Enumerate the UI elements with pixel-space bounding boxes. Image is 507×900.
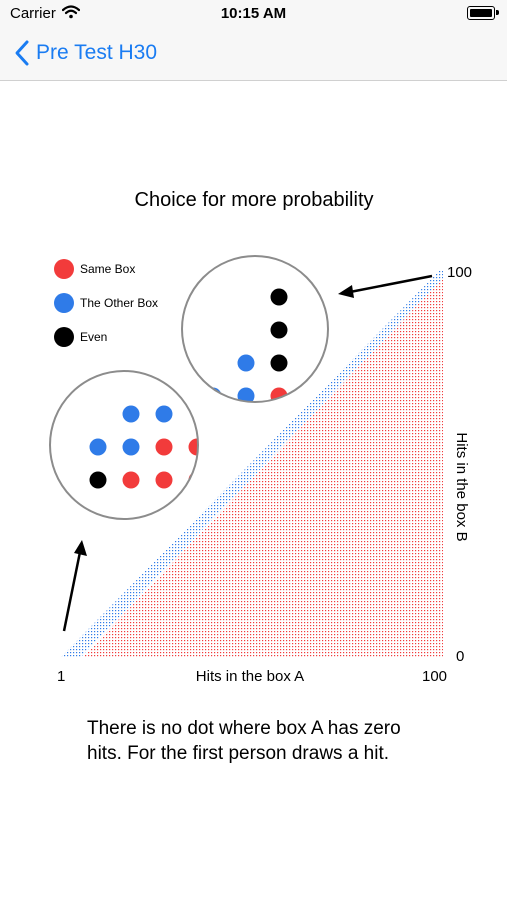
legend: Same Box The Other Box Even	[54, 259, 158, 347]
navigation-bar: Pre Test H30	[0, 26, 507, 81]
chevron-left-icon	[15, 40, 29, 66]
zoom-lower-dot-blue	[155, 405, 173, 423]
carrier-label: Carrier	[10, 5, 56, 22]
legend-marker-other-box	[54, 293, 74, 313]
zoom-upper-dot-blue	[237, 354, 255, 372]
back-button-label: Pre Test H30	[36, 41, 158, 64]
y-axis-label: Hits in the box B	[453, 432, 470, 541]
figure-title: Choice for more probability	[135, 189, 374, 211]
zoom-upper-dot-red	[238, 421, 255, 438]
x-max-label: 100	[422, 668, 447, 685]
zoom-lower-dot-black	[89, 471, 107, 489]
battery-icon	[467, 6, 499, 20]
back-button[interactable]: Pre Test H30	[12, 38, 157, 68]
arrow-to-lower-zoom	[62, 540, 87, 632]
other-box-region	[60, 270, 443, 658]
status-time: 10:15 AM	[220, 5, 287, 22]
x-axis-label: Hits in the box A	[196, 668, 304, 685]
zoom-upper-dot-black	[270, 288, 288, 306]
zoom-lower-dot-red	[155, 438, 173, 456]
zoom-lower-dot-blue	[122, 438, 140, 456]
same-box-region	[82, 278, 443, 658]
zoom-upper-dot-blue	[205, 421, 222, 438]
probability-figure: Choice for more probability Same Box The…	[49, 189, 472, 685]
y-min-label: 0	[456, 648, 464, 665]
legend-marker-same-box	[54, 259, 74, 279]
zoom-circle-lower	[49, 370, 199, 520]
zoom-upper-dot-black	[270, 354, 288, 372]
zoom-upper-dot-black	[270, 321, 288, 339]
legend-label-other-box: The Other Box	[80, 296, 158, 310]
zoom-lower-dot-red	[122, 471, 140, 489]
legend-label-even: Even	[80, 330, 107, 344]
arrow-to-upper-zoom	[338, 274, 433, 298]
y-max-label: 100	[447, 264, 472, 281]
wifi-icon	[62, 5, 80, 19]
explanation-text: There is no dot where box A has zero hit…	[87, 718, 401, 764]
x-min-label: 1	[57, 668, 65, 685]
zoom-lower-dot-red	[155, 471, 173, 489]
zoom-circle-upper	[181, 255, 329, 438]
legend-label-same-box: Same Box	[80, 262, 135, 276]
status-bar: Carrier 10:15 AM	[0, 0, 507, 26]
legend-marker-even	[54, 327, 74, 347]
zoom-lower-dot-blue	[89, 438, 107, 456]
zoom-lower-dot-blue	[122, 405, 140, 423]
zoom-upper-dot-blue	[204, 387, 222, 402]
